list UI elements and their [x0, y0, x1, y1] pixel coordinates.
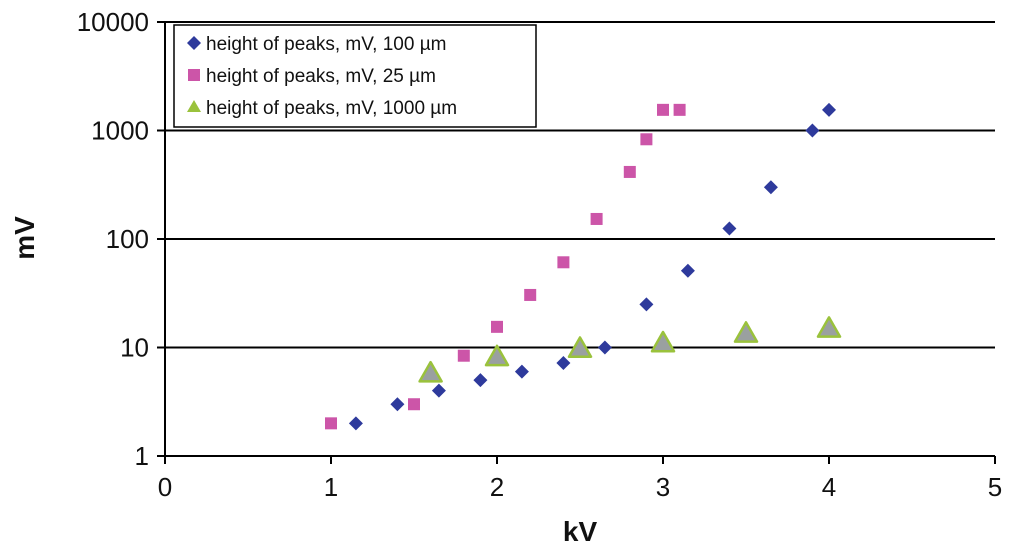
data-point-triangle: [484, 344, 510, 367]
data-point-square: [524, 288, 537, 301]
legend-box: [173, 24, 537, 128]
legend: height of peaks, mV, 100 µm height of pea…: [173, 24, 537, 128]
y-tick-label: 100: [106, 224, 149, 254]
data-point-square: [408, 398, 420, 411]
data-point-triangle: [816, 316, 842, 338]
x-tick-label: 2: [490, 472, 504, 502]
legend-label: height of peaks, mV, 100 µm: [206, 34, 447, 55]
data-point-diamond: [680, 263, 695, 278]
data-point-diamond: [556, 355, 571, 370]
data-point-triangle: [650, 330, 676, 353]
y-tick-label: 10: [120, 333, 149, 363]
x-tick-label: 1: [324, 472, 338, 502]
data-point-square: [325, 417, 337, 430]
data-point-diamond: [722, 221, 737, 236]
y-tick-label: 1000: [91, 116, 149, 146]
data-point-diamond: [822, 102, 836, 117]
data-point-diamond: [763, 180, 778, 195]
y-tick-labels: 1 10 100 1000 10000: [77, 7, 149, 471]
legend-marker-square: [188, 69, 200, 81]
data-point-diamond: [639, 297, 654, 312]
data-point-square: [640, 133, 653, 146]
x-tick-label: 4: [822, 472, 836, 502]
x-axis-title: kV: [563, 516, 598, 547]
data-point-square: [623, 165, 636, 178]
x-tick-labels: 0 1 2 3 4 5: [158, 472, 1002, 502]
legend-label: height of peaks, mV, 25 µm: [206, 66, 436, 87]
legend-label: height of peaks, mV, 1000 µm: [206, 98, 457, 119]
x-tick-label: 0: [158, 472, 172, 502]
axes: [157, 21, 996, 464]
data-point-square: [557, 256, 570, 269]
data-point-diamond: [348, 416, 363, 431]
data-point-square: [457, 349, 470, 362]
data-point-diamond: [597, 340, 612, 355]
legend-marker-diamond: [187, 36, 201, 50]
data-point-diamond: [514, 364, 529, 379]
data-point-triangle: [567, 336, 593, 358]
data-point-diamond: [431, 383, 446, 398]
y-tick-label: 1: [135, 441, 149, 471]
legend-marker-triangle: [187, 100, 201, 112]
data-point-square: [657, 103, 669, 116]
data-point-triangle: [418, 360, 443, 383]
data-point-square: [590, 212, 603, 225]
y-tick-label: 10000: [77, 7, 149, 37]
data-points: [325, 102, 842, 431]
data-point-triangle: [733, 321, 759, 343]
data-point-square: [673, 103, 686, 116]
data-point-square: [491, 320, 503, 333]
x-tick-label: 5: [988, 472, 1002, 502]
y-axis-title: mV: [9, 216, 40, 260]
data-point-diamond: [805, 123, 820, 138]
data-point-diamond: [390, 397, 405, 412]
data-point-diamond: [473, 373, 488, 388]
x-tick-label: 3: [656, 472, 670, 502]
